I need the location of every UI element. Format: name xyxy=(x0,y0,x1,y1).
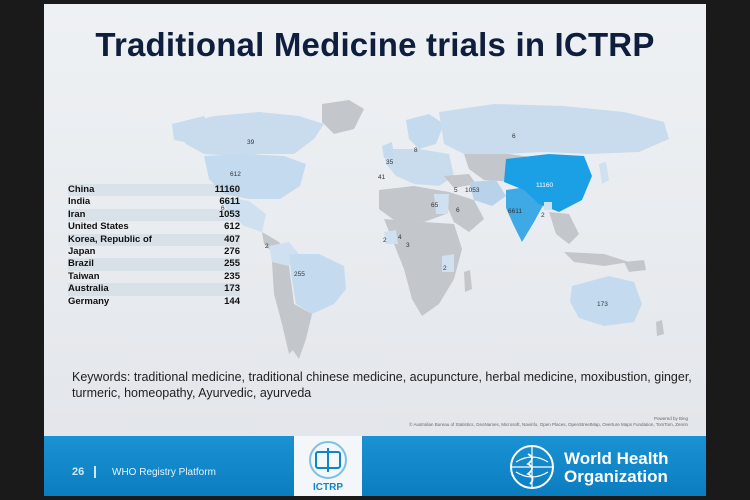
table-row: Australia 173 xyxy=(68,283,240,296)
map-attribution: © Australian Bureau of Statistics, GeoNa… xyxy=(409,422,688,427)
table-row: India 6611 xyxy=(68,196,240,208)
label-mexico: 6 xyxy=(221,205,225,212)
label-nigeria: 2 xyxy=(383,237,387,244)
world-map: 39 612 6 2 255 35 8 41 6 5 1053 65 6 111… xyxy=(172,100,669,359)
table-row: United States 612 xyxy=(68,221,240,233)
keywords-text: Keywords: traditional medicine, traditio… xyxy=(72,370,692,400)
label-congo: 3 xyxy=(406,242,410,249)
table-row: Japan 276 xyxy=(68,246,240,258)
who-name: World Health Organization xyxy=(564,450,669,486)
map-new-zealand xyxy=(656,320,664,336)
label-scandinavia: 8 xyxy=(414,147,418,154)
country-name: Brazil xyxy=(68,258,94,270)
label-saudi: 6 xyxy=(456,207,460,214)
label-canada: 39 xyxy=(247,139,255,146)
map-nigeria xyxy=(384,230,398,244)
map-south-america-south xyxy=(292,304,312,359)
who-name-line1: World Health xyxy=(564,449,669,468)
map-bangladesh xyxy=(544,202,552,210)
map-greenland xyxy=(322,100,364,134)
table-row: Iran 1053 xyxy=(68,208,240,222)
map-europe xyxy=(384,149,454,186)
map-africa-south xyxy=(384,219,462,316)
country-name: Korea, Republic of xyxy=(68,233,152,245)
trial-count: 276 xyxy=(224,245,240,257)
trial-count: 255 xyxy=(224,258,240,270)
map-north-africa xyxy=(379,186,449,222)
table-row: Germany 144 xyxy=(68,296,240,308)
country-name: Japan xyxy=(68,245,96,257)
label-egypt: 65 xyxy=(431,202,439,209)
map-png xyxy=(624,260,646,272)
trial-count: 144 xyxy=(224,295,240,307)
map-credit: Powered by Bing © Australian Bureau of S… xyxy=(368,416,688,428)
who-name-line2: Organization xyxy=(564,467,668,486)
label-china: 11160 xyxy=(536,182,553,189)
ictrp-logo-text: ICTRP xyxy=(313,482,343,493)
powered-by: Powered by Bing xyxy=(653,416,688,421)
slide: Traditional Medicine trials in ICTRP xyxy=(44,4,706,496)
footer-separator xyxy=(94,466,96,478)
map-scandinavia xyxy=(406,114,444,149)
platform-name: WHO Registry Platform xyxy=(112,467,216,478)
ictrp-logo-icon: ICTRP xyxy=(309,441,347,493)
map-tanzania xyxy=(442,254,454,272)
map-canada xyxy=(174,112,324,156)
country-name: Australia xyxy=(68,283,109,295)
label-iran: 1053 xyxy=(465,187,480,194)
label-usa: 612 xyxy=(230,171,241,178)
label-uk: 35 xyxy=(386,159,394,166)
who-emblem-icon xyxy=(510,445,554,489)
table-row: Taiwan 235 xyxy=(68,271,240,283)
map-madagascar xyxy=(464,270,472,292)
map-brazil xyxy=(289,254,346,314)
label-turkey: 5 xyxy=(454,187,458,194)
map-australia xyxy=(570,276,642,326)
table-row: China 11160 xyxy=(68,184,240,197)
country-count-table: China 11160 India 6611 Iran 1053 United Sta… xyxy=(68,184,240,308)
map-china xyxy=(504,154,592,212)
country-name: Germany xyxy=(68,295,110,307)
label-bangladesh: 2 xyxy=(541,212,545,219)
map-russia xyxy=(439,104,669,154)
map-turkey xyxy=(444,174,476,188)
map-egypt xyxy=(434,194,449,214)
slide-footer: 26 WHO Registry Platform ICTRP World Hea… xyxy=(44,436,706,496)
country-name: Taiwan xyxy=(68,270,100,282)
map-southeast-asia xyxy=(549,212,579,244)
trial-count: 1053 xyxy=(218,208,240,220)
label-brazil: 255 xyxy=(294,271,305,278)
label-italy: 41 xyxy=(378,174,386,181)
table-row: Korea, Republic of 407 xyxy=(68,233,240,246)
label-russia: 6 xyxy=(512,133,516,140)
country-name: China xyxy=(68,184,95,195)
label-australia: 173 xyxy=(597,301,608,308)
ictrp-logo: ICTRP xyxy=(294,436,362,496)
trial-count: 6611 xyxy=(219,196,240,208)
label-colombia: 2 xyxy=(265,243,269,250)
map-iran xyxy=(469,180,506,206)
page-number: 26 xyxy=(72,466,85,478)
trial-count: 612 xyxy=(224,221,240,233)
map-usa xyxy=(204,154,306,199)
trial-count: 407 xyxy=(224,233,240,245)
map-south-america-west xyxy=(272,262,299,354)
country-name: India xyxy=(68,196,91,208)
map-japan xyxy=(599,162,609,184)
trial-count: 173 xyxy=(224,283,240,295)
map-uk xyxy=(382,142,394,158)
map-alaska xyxy=(172,116,214,144)
map-indonesia xyxy=(564,252,629,266)
slide-title: Traditional Medicine trials in ICTRP xyxy=(95,26,655,63)
trial-count: 11160 xyxy=(214,184,240,195)
country-name: Iran xyxy=(68,208,86,220)
label-india: 6611 xyxy=(508,208,522,215)
country-name: United States xyxy=(68,221,129,233)
label-cameroon: 4 xyxy=(398,234,402,241)
map-mexico xyxy=(219,196,266,232)
trial-count: 235 xyxy=(224,270,240,282)
label-tanzania: 2 xyxy=(443,265,447,272)
map-arabia xyxy=(446,192,484,232)
table-row: Brazil 255 xyxy=(68,258,240,271)
